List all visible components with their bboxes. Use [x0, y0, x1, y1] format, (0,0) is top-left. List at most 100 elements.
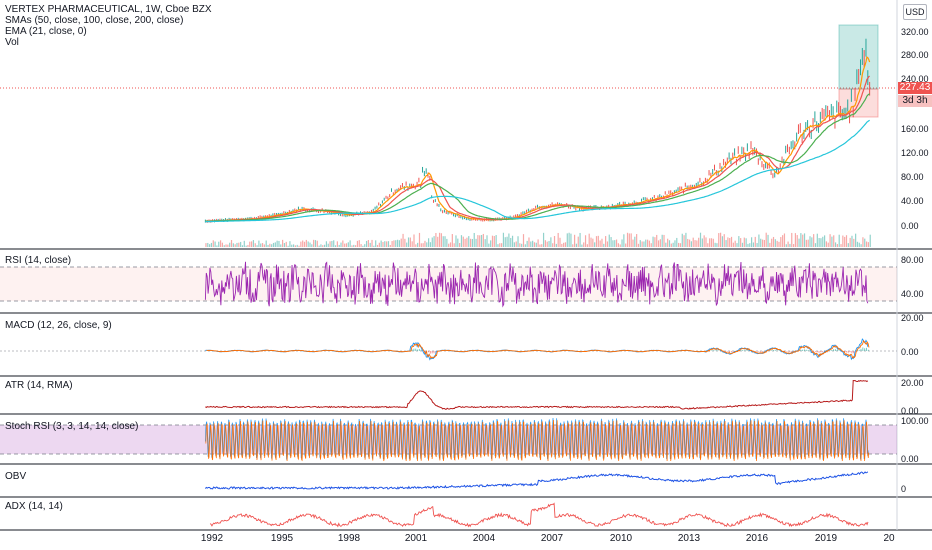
adx-line	[209, 502, 869, 528]
macd-histogram-bar	[740, 350, 742, 351]
volume-bar	[422, 243, 424, 247]
volume-bar	[353, 244, 355, 247]
volume-bar	[289, 241, 291, 247]
volume-bar	[736, 243, 738, 247]
volume-bar	[207, 242, 209, 247]
volume-bar	[451, 234, 453, 247]
x-tick-label: 1998	[337, 533, 361, 544]
volume-bar	[555, 243, 557, 247]
volume-bar	[356, 240, 359, 247]
obv-label: OBV	[5, 471, 27, 482]
volume-bar	[391, 241, 393, 247]
macd-histogram-bar	[865, 347, 867, 351]
volume-bar	[455, 235, 457, 247]
stoch-d-line	[205, 420, 870, 462]
volume-bar	[309, 242, 311, 247]
volume-bar	[400, 238, 402, 247]
volume-bar	[670, 243, 672, 247]
volume-bar	[373, 245, 375, 247]
volume-bar	[473, 232, 475, 247]
macd-histogram-bar	[818, 351, 820, 353]
macd-histogram-bar	[789, 351, 791, 352]
volume-bar	[420, 243, 422, 247]
volume-bar	[626, 232, 629, 247]
volume-bar	[586, 244, 588, 247]
volume-bar	[466, 237, 468, 247]
macd-histogram-bar	[772, 350, 774, 351]
macd-histogram-bar	[745, 350, 747, 351]
obv-tick-label: 0	[901, 484, 907, 494]
macd-histogram-bar	[787, 351, 789, 352]
volume-bar	[714, 242, 716, 247]
volume-bar	[229, 242, 231, 247]
volume-bar	[643, 241, 645, 247]
volume-bar	[249, 241, 251, 247]
price-tick-label: 0.00	[901, 221, 919, 231]
volume-bar	[663, 234, 665, 247]
volume-bar	[652, 236, 654, 247]
volume-bar	[278, 240, 280, 247]
volume-bar	[409, 237, 411, 247]
volume-bar	[358, 240, 360, 247]
volume-bar	[369, 242, 371, 247]
volume-bar	[834, 242, 837, 247]
volume-bar	[648, 240, 651, 247]
macd-histogram-bar	[831, 350, 833, 351]
volume-bar	[365, 240, 368, 247]
volume-bar	[453, 243, 455, 247]
volume-bar	[794, 233, 797, 247]
macd-histogram-bar	[862, 347, 864, 351]
macd-histogram-bar	[851, 351, 853, 354]
volume-bar	[376, 244, 379, 247]
stoch-rsi-label: Stoch RSI (3, 3, 14, 14, close)	[5, 421, 139, 432]
volume-bar	[240, 241, 242, 247]
volume-bar	[252, 240, 255, 247]
volume-bar	[340, 242, 342, 247]
volume-bar	[741, 242, 744, 247]
volume-bar	[444, 236, 446, 247]
volume-bar	[338, 244, 340, 247]
volume-bar	[282, 239, 284, 247]
volume-bar	[311, 244, 313, 247]
sma100-line	[205, 93, 871, 222]
volume-bar	[280, 244, 282, 247]
macd-histogram-bar	[809, 350, 811, 351]
volume-bar	[855, 233, 857, 247]
price-tick-label: 80.00	[901, 172, 924, 182]
volume-bar	[292, 244, 295, 247]
macd-histogram-bar	[710, 350, 712, 351]
macd-tick-label: 20.00	[901, 313, 924, 323]
macd-histogram-bar	[756, 351, 758, 352]
volume-bar	[628, 233, 630, 247]
volume-bar	[413, 234, 415, 247]
currency-button[interactable]: USD	[903, 4, 927, 20]
volume-bar	[389, 244, 391, 247]
atr-tick-label: 20.00	[901, 378, 924, 388]
volume-bar	[606, 241, 609, 247]
volume-bar	[329, 241, 331, 247]
volume-bar	[769, 242, 771, 247]
volume-bar	[429, 242, 432, 247]
volume-bar	[570, 233, 572, 247]
volume-bar	[858, 242, 860, 247]
rsi-tick-label: 80.00	[901, 255, 924, 265]
volume-bar	[344, 243, 346, 247]
volume-bar	[590, 237, 592, 247]
volume-bar	[285, 241, 287, 247]
volume-bar	[298, 245, 300, 247]
volume-bar	[778, 241, 780, 247]
price-tick-label: 120.00	[901, 148, 929, 158]
volume-bar	[674, 240, 676, 247]
volume-bar	[221, 242, 223, 247]
volume-bar	[313, 239, 315, 247]
volume-bar	[291, 244, 293, 247]
rsi-tick-label: 40.00	[901, 289, 924, 299]
macd-histogram-bar	[834, 349, 836, 351]
volume-bar	[557, 232, 559, 247]
volume-bar	[287, 245, 289, 247]
volume-bar	[597, 235, 599, 247]
volume-bar	[522, 234, 525, 247]
volume-bar	[537, 239, 539, 247]
volume-bar	[749, 243, 751, 247]
